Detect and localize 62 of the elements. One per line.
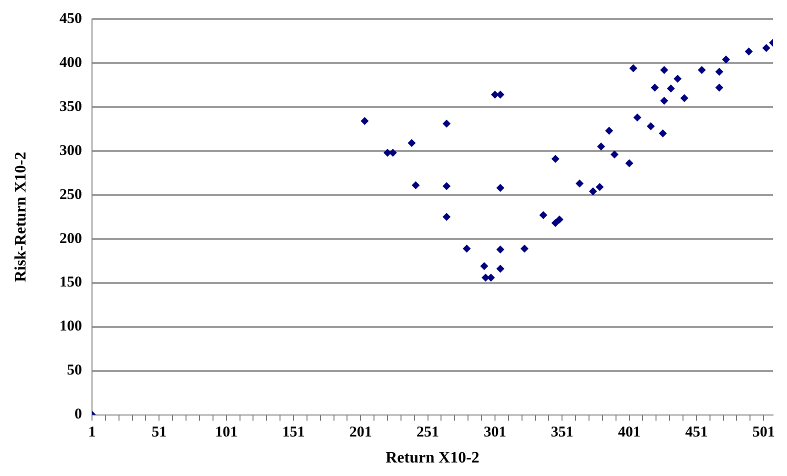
point (589, 187, 598, 196)
y-tick-label: 150 (60, 274, 82, 291)
y-tick-label: 100 (60, 318, 82, 335)
y-tick-label: 0 (74, 406, 82, 423)
x-tick-label: 101 (215, 424, 238, 441)
point (551, 154, 560, 163)
x-tick-label: 251 (416, 424, 440, 441)
x-tick-label: 201 (349, 424, 372, 441)
point (597, 142, 606, 151)
y-axis-title: Risk-Return X10-2 (12, 152, 30, 282)
point (442, 120, 451, 128)
point (660, 96, 668, 105)
point (480, 262, 488, 270)
y-tick-label: 50 (67, 362, 82, 379)
point (605, 126, 614, 135)
y-tick-label: 250 (60, 186, 82, 203)
point (496, 264, 504, 273)
point (555, 216, 564, 224)
x-tick-label: 1 (88, 424, 96, 441)
point (680, 94, 688, 102)
point (412, 181, 420, 190)
x-tick-label: 501 (752, 424, 775, 441)
point (674, 74, 682, 83)
point (462, 244, 471, 253)
point (698, 66, 706, 74)
x-tick-label: 51 (152, 424, 167, 441)
x-axis-title: Return X10-2 (386, 450, 480, 467)
point (762, 44, 770, 52)
y-tick-label: 350 (60, 98, 82, 115)
point (625, 159, 634, 168)
y-tick-label: 400 (60, 54, 82, 71)
point (666, 84, 675, 92)
x-tick-label: 351 (550, 424, 574, 441)
point (408, 139, 416, 148)
x-tick-label: 401 (618, 424, 641, 441)
point (360, 117, 369, 126)
x-tick-label: 451 (685, 424, 708, 441)
point (442, 212, 451, 221)
point (633, 114, 642, 122)
x-tick-label: 151 (282, 424, 305, 441)
point (715, 84, 724, 92)
point (715, 68, 724, 76)
point (442, 182, 451, 190)
point (660, 66, 668, 74)
point (722, 55, 730, 64)
y-tick-label: 450 (60, 10, 82, 27)
point (520, 244, 529, 253)
point (658, 129, 667, 138)
point (576, 179, 584, 188)
point (551, 219, 560, 228)
point (496, 184, 504, 192)
y-tick-label: 300 (60, 142, 82, 159)
point (650, 84, 659, 92)
point (744, 48, 753, 56)
point (496, 245, 504, 254)
point (539, 211, 548, 220)
point (610, 150, 619, 158)
y-tick-label: 200 (60, 230, 82, 247)
point (629, 64, 638, 72)
point (596, 182, 604, 191)
x-tick-label: 301 (484, 424, 506, 441)
point (646, 122, 655, 130)
